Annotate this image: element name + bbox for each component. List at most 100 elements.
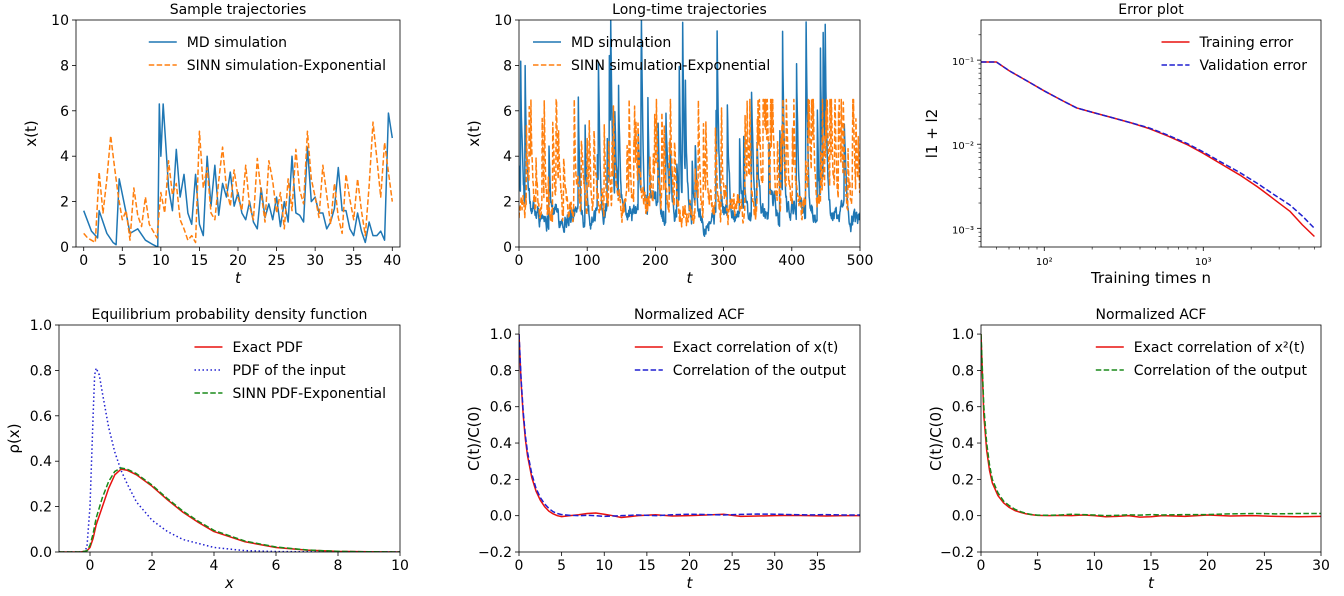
legend-label: Exact correlation of x²(t) xyxy=(1134,340,1305,356)
legend-entry-2: Correlation of the output xyxy=(634,363,847,379)
legend-entry-2: Validation error xyxy=(1161,58,1308,74)
y-tick-label: 0.6 xyxy=(490,400,512,416)
y-tick-label: 0.6 xyxy=(952,400,974,416)
chart-panel-6: 0 5 10 15 20 25 30 −0.2 0.0 0.2 0.4 0.6 0.8 1.0 Normal… xyxy=(927,307,1330,592)
x-tick-label: 5 xyxy=(1033,558,1042,574)
x-tick-label: 30 xyxy=(306,253,324,269)
x-tick-label: 400 xyxy=(778,253,805,269)
y-tick-label: 0 xyxy=(503,240,512,256)
x-tick-label: 10² xyxy=(1036,257,1053,268)
axes-frame xyxy=(518,324,861,553)
x-tick-label: 20 xyxy=(229,253,247,269)
y-tick-label: 4 xyxy=(503,149,512,165)
y-tick-label: −0.2 xyxy=(940,545,974,561)
x-tick-label: 25 xyxy=(1255,558,1273,574)
legend-label: Exact correlation of x(t) xyxy=(673,340,839,356)
legend-entry-2: Correlation of the output xyxy=(1095,363,1308,379)
x-axis-label: t xyxy=(235,269,242,287)
y-tick-label: 10⁻² xyxy=(952,141,974,152)
x-tick-label: 8 xyxy=(334,558,343,574)
chart-title: Error plot xyxy=(1118,2,1184,18)
x-tick-label: 0 xyxy=(86,558,95,574)
x-tick-label: 25 xyxy=(723,558,741,574)
x-tick-label: 25 xyxy=(268,253,286,269)
x-tick-label: 15 xyxy=(191,253,209,269)
axes-frame xyxy=(980,324,1322,553)
legend-label: PDF of the input xyxy=(232,363,346,379)
chart-panel-5: 0 5 10 15 20 25 30 35 −0.2 0.0 0.2 0.4 0.6 0.8 1.0 Norm… xyxy=(465,307,861,592)
chart-panel-4: 0 2 4 6 8 10 0.0 0.2 0.4 0.6 0.8 1.0 Equilibrium pro… xyxy=(5,307,409,592)
y-tick-label: −0.2 xyxy=(478,545,512,561)
x-tick-label: 35 xyxy=(808,558,826,574)
x-tick-label: 4 xyxy=(210,558,219,574)
y-axis-label: C(t)/C(0) xyxy=(927,406,945,471)
y-tick-label: 0.8 xyxy=(952,363,974,379)
series-group xyxy=(981,61,1315,238)
series-line-1 xyxy=(59,468,400,552)
y-tick-label: 0.4 xyxy=(30,454,52,470)
legend-label: Validation error xyxy=(1200,58,1308,74)
y-tick-label: 1.0 xyxy=(952,327,974,343)
y-tick-label: 0.0 xyxy=(490,509,512,525)
x-tick-label: 35 xyxy=(345,253,363,269)
legend-label: Exact PDF xyxy=(232,340,303,356)
chart-title: Long-time trajectories xyxy=(612,2,767,18)
legend-label: SINN PDF-Exponential xyxy=(232,386,386,402)
x-axis-label: x xyxy=(224,574,234,592)
series-group xyxy=(83,103,394,247)
y-tick-label: 0.2 xyxy=(952,472,974,488)
y-tick-label: 2 xyxy=(503,195,512,211)
x-tick-label: 300 xyxy=(710,253,737,269)
y-tick-label: 0.4 xyxy=(490,436,512,452)
chart-title: Equilibrium probability density function xyxy=(92,307,368,323)
legend-label: MD simulation xyxy=(571,35,671,51)
x-tick-label: 100 xyxy=(574,253,601,269)
y-tick-label: 1.0 xyxy=(30,318,52,334)
y-tick-label: 8 xyxy=(60,58,69,74)
series-line-1 xyxy=(981,61,1315,238)
series-line-2 xyxy=(981,334,1321,517)
x-tick-label: 200 xyxy=(642,253,669,269)
y-tick-label: 0.6 xyxy=(30,409,52,425)
series-group xyxy=(981,334,1321,518)
y-tick-label: 10⁻³ xyxy=(952,225,974,236)
series-line-3 xyxy=(59,467,400,552)
series-line-2 xyxy=(981,61,1315,229)
legend-label: Correlation of the output xyxy=(673,363,847,379)
legend: Exact correlation of x(t) Correlation of … xyxy=(634,340,847,379)
series-line-1 xyxy=(981,334,1321,518)
x-tick-label: 0 xyxy=(977,558,986,574)
y-axis-label: C(t)/C(0) xyxy=(465,406,483,471)
x-tick-label: 5 xyxy=(557,558,566,574)
series-line-2 xyxy=(83,121,394,244)
x-tick-label: 10³ xyxy=(1195,257,1212,268)
x-tick-label: 0 xyxy=(79,253,88,269)
chart-panel-2: 0 100 200 300 400 500 0 2 4 6 8 10 Long-time traject… xyxy=(465,2,873,287)
legend-entry-2: PDF of the input xyxy=(194,363,346,379)
series-line-2 xyxy=(519,98,860,228)
y-tick-label: 0.0 xyxy=(30,545,52,561)
legend-label: Correlation of the output xyxy=(1134,363,1308,379)
x-tick-label: 0 xyxy=(515,558,524,574)
axes-frame xyxy=(518,19,861,248)
series-line-2 xyxy=(519,334,860,518)
legend-entry-1: Exact correlation of x(t) xyxy=(634,340,839,356)
y-tick-label: 0.0 xyxy=(952,509,974,525)
x-tick-label: 30 xyxy=(1312,558,1330,574)
legend-entry-2: SINN simulation-Exponential xyxy=(533,58,770,74)
y-tick-label: 2 xyxy=(60,195,69,211)
x-tick-label: 500 xyxy=(847,253,874,269)
chart-panel-3: 10² 10³ 10⁻³ 10⁻² 10⁻¹ Error plot Training tim… xyxy=(923,2,1322,287)
legend-label: MD simulation xyxy=(187,35,287,51)
y-tick-label: 0.8 xyxy=(490,363,512,379)
chart-title: Normalized ACF xyxy=(634,307,745,323)
y-tick-label: 0.2 xyxy=(30,500,52,516)
x-tick-label: 20 xyxy=(681,558,699,574)
y-axis-label: x(t) xyxy=(465,120,483,146)
legend-entry-1: Training error xyxy=(1161,35,1293,51)
y-tick-label: 10⁻¹ xyxy=(952,57,974,68)
x-tick-label: 10 xyxy=(1085,558,1103,574)
legend-entry-2: SINN simulation-Exponential xyxy=(148,58,386,74)
y-tick-label: 10 xyxy=(51,13,69,29)
